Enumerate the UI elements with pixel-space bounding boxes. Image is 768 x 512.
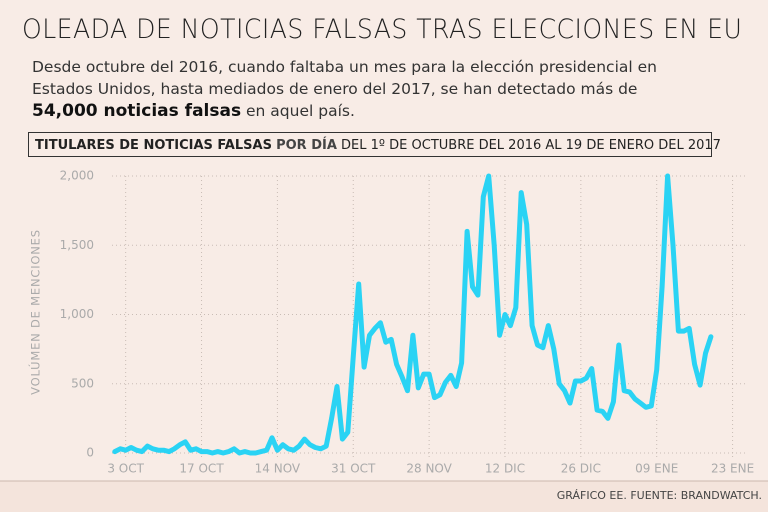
intro-line: Estados Unidos, hasta mediados de enero … — [32, 80, 638, 98]
x-tick-label: 23 ENE — [711, 462, 754, 476]
x-tick-label: 17 OCT — [179, 462, 224, 476]
intro-line: 54,000 noticias falsas en aquel país. — [32, 100, 657, 122]
intro-line: Desde octubre del 2016, cuando faltaba u… — [32, 58, 657, 76]
title-mid: POR DÍA — [276, 138, 337, 153]
title: OLEADA DE NOTICIAS FALSAS TRAS ELECCIONE… — [22, 14, 743, 45]
x-tick-label: 12 DIC — [485, 462, 525, 476]
x-tick-label: 3 OCT — [107, 462, 144, 476]
y-axis-label: VOLÚMEN DE MENCIONES — [28, 229, 43, 395]
intro-bold: 54,000 noticias falsas — [32, 101, 242, 121]
title-rest: DEL 1º DE OCTUBRE DEL 2016 AL 19 DE ENER… — [341, 138, 721, 153]
data-line — [112, 173, 714, 456]
y-tick-label: 500 — [71, 376, 94, 390]
source: GRÁFICO EE. FUENTE: BRANDWATCH. — [557, 489, 762, 502]
y-tick-label: 1,000 — [60, 307, 94, 321]
title-bold: TITULARES DE NOTICIAS FALSAS — [35, 138, 272, 153]
chart-title: TITULARES DE NOTICIAS FALSAS POR DÍA DEL… — [28, 132, 721, 157]
y-tick-label: 0 — [86, 446, 94, 460]
x-tick-label: 28 NOV — [406, 462, 452, 476]
x-tick-label: 31 OCT — [331, 462, 376, 476]
intro: Desde octubre del 2016, cuando faltaba u… — [32, 56, 657, 122]
x-tick-label: 14 NOV — [255, 462, 301, 476]
footer-band — [0, 481, 768, 512]
intro-end: en aquel país. — [246, 102, 355, 120]
x-tick-label: 26 DIC — [561, 462, 601, 476]
y-tick-label: 2,000 — [60, 169, 94, 183]
x-tick-label: 09 ENE — [635, 462, 678, 476]
y-tick-label: 1,500 — [60, 238, 94, 252]
